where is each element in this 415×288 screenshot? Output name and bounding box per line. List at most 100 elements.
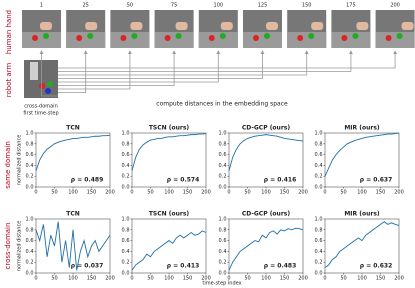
object [43, 33, 49, 39]
y-axis-label: normalized distance [17, 221, 23, 272]
arrow [58, 50, 398, 69]
object [352, 33, 359, 39]
robot-thumbnail [24, 60, 58, 98]
y-tick-label: 0.6 [315, 152, 323, 158]
data-line [131, 133, 207, 171]
x-tick-label: 150 [376, 190, 386, 196]
y-tick-label: 1.0 [26, 131, 34, 137]
x-tick-label: 50 [147, 276, 153, 282]
y-tick-label: 0.6 [122, 152, 130, 158]
x-tick-label: 150 [280, 190, 290, 196]
hand [40, 22, 52, 30]
y-tick-label: 0.8 [122, 227, 130, 233]
caption: compute distances in the embedding space [156, 101, 288, 108]
annotation: ρ = 0.483 [264, 263, 296, 270]
chart-title: TCN [66, 125, 80, 132]
y-tick-label: 1.0 [122, 217, 130, 223]
x-tick-label: 50 [244, 190, 250, 196]
x-tick-label: 200 [105, 276, 115, 282]
hand [130, 22, 143, 30]
y-tick-label: 1.0 [315, 131, 323, 137]
x-tick-label: 100 [164, 190, 174, 196]
y-tick-label: 0.0 [122, 185, 130, 191]
object [264, 33, 270, 39]
y-tick-label: 0.6 [26, 152, 34, 158]
x-tick-label: 100 [357, 190, 367, 196]
object [120, 35, 127, 41]
hand [266, 22, 278, 30]
x-tick-label: 50 [147, 190, 153, 196]
y-tick-label: 0.2 [122, 174, 130, 180]
annotation: ρ = 0.489 [71, 177, 103, 184]
chart-title: CD-GCP (ours) [242, 125, 290, 132]
y-tick-label: 0.2 [315, 260, 323, 266]
frame-number: 75 [171, 3, 177, 9]
y-axis-label: normalized distance [17, 135, 23, 186]
y-tick-label: 1.0 [315, 217, 323, 223]
x-tick-label: 50 [244, 276, 250, 282]
hand [356, 22, 369, 30]
y-tick-label: 0.8 [315, 141, 323, 147]
y-tick-label: 0.2 [219, 260, 227, 266]
x-tick-label: 0 [323, 190, 326, 196]
y-tick-label: 0.8 [315, 227, 323, 233]
y-tick-label: 0.2 [315, 174, 323, 180]
arrow [58, 50, 177, 86]
arrow [58, 50, 132, 90]
object [253, 35, 259, 41]
data-line [228, 227, 304, 271]
x-tick-label: 0 [227, 190, 230, 196]
object [341, 35, 348, 41]
x-tick-label: 0 [323, 276, 326, 282]
object [308, 33, 315, 39]
thumbnail-table [198, 32, 238, 48]
thumbnail-table [287, 32, 327, 48]
y-tick-label: 0.6 [26, 238, 34, 244]
data-line [35, 134, 111, 171]
x-tick-label: 100 [68, 190, 78, 196]
frame-number: 175 [346, 3, 356, 9]
data-line [35, 221, 111, 271]
object [385, 35, 392, 41]
annotation: ρ = 0.416 [264, 177, 296, 184]
y-tick-label: 0.2 [26, 174, 34, 180]
x-tick-label: 150 [87, 276, 97, 282]
y-tick-label: 0.6 [219, 238, 227, 244]
y-tick-label: 0.2 [219, 174, 227, 180]
thumbnail-table [243, 32, 282, 48]
y-tick-label: 0.4 [315, 163, 323, 169]
frame-number: 150 [302, 3, 312, 9]
y-tick-label: 0.6 [122, 238, 130, 244]
y-tick-label: 0.4 [26, 249, 34, 255]
chart-title: TCN [66, 211, 80, 218]
frame-number: 125 [258, 3, 268, 9]
x-tick-label: 200 [105, 190, 115, 196]
row-label: same domain [4, 141, 12, 189]
x-tick-label: 200 [394, 276, 404, 282]
y-tick-label: 0.0 [26, 271, 34, 277]
arrow [58, 50, 309, 76]
x-tick-label: 100 [68, 276, 78, 282]
x-tick-label: 150 [183, 190, 193, 196]
x-tick-label: 50 [340, 190, 346, 196]
side-label: robot arm [5, 63, 13, 98]
x-tick-label: 200 [201, 190, 211, 196]
x-axis-label: time-step index [202, 281, 241, 287]
object [396, 33, 403, 39]
arrow [39, 50, 58, 97]
y-tick-label: 1.0 [219, 217, 227, 223]
thumbnail-table [331, 32, 371, 48]
annotation: ρ = 0.632 [360, 263, 392, 270]
frame-number: 100 [214, 3, 224, 9]
y-tick-label: 1.0 [122, 131, 130, 137]
hand [220, 22, 233, 30]
y-tick-label: 0.4 [26, 163, 34, 169]
x-tick-label: 100 [164, 276, 174, 282]
y-tick-label: 0.8 [219, 227, 227, 233]
hand [85, 22, 98, 30]
y-tick-label: 0.6 [315, 238, 323, 244]
y-tick-label: 0.0 [26, 185, 34, 191]
y-tick-label: 0.4 [122, 249, 130, 255]
object [175, 33, 182, 39]
